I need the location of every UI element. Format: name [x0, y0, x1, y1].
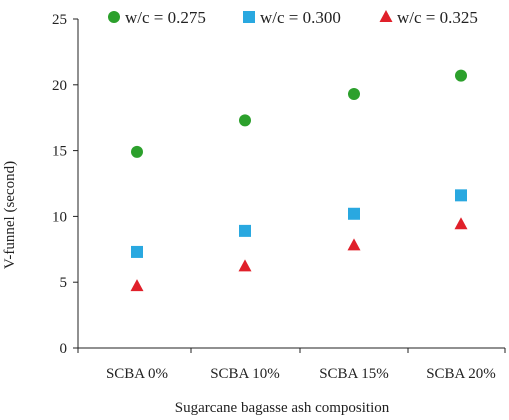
- data-point-square: [131, 245, 143, 258]
- data-point-square: [455, 189, 467, 202]
- axes: [77, 19, 505, 349]
- x-tick-label: SCBA 10%: [210, 366, 280, 382]
- x-tick-label: SCBA 20%: [426, 366, 496, 382]
- data-point-circle: [348, 88, 360, 101]
- data-point-square: [348, 207, 360, 220]
- data-point-square: [239, 224, 251, 237]
- x-tick-label: SCBA 0%: [106, 366, 168, 382]
- y-tick-label: 20: [52, 78, 67, 94]
- legend-label: w/c = 0.300: [260, 8, 341, 27]
- legend-marker-square: [243, 11, 255, 23]
- data-point-triangle: [130, 279, 144, 292]
- data-points: [130, 69, 468, 292]
- y-ticks: 0 5 10 15 20 25: [52, 12, 78, 357]
- y-axis-title: V-funnel (second): [2, 161, 18, 269]
- y-tick-label: 5: [60, 275, 68, 291]
- y-tick-label: 15: [52, 144, 67, 160]
- y-tick-label: 10: [52, 209, 67, 225]
- legend-label: w/c = 0.275: [125, 8, 206, 27]
- data-point-triangle: [238, 259, 252, 272]
- data-point-triangle: [454, 217, 468, 230]
- legend: w/c = 0.275 w/c = 0.300 w/c = 0.325: [108, 8, 478, 27]
- y-tick-label: 0: [60, 341, 68, 357]
- x-tick-label: SCBA 15%: [319, 366, 389, 382]
- data-point-circle: [455, 69, 467, 82]
- legend-marker-triangle: [379, 10, 393, 22]
- legend-label: w/c = 0.325: [397, 8, 478, 27]
- data-point-circle: [239, 114, 251, 127]
- x-axis-title: Sugarcane bagasse ash composition: [175, 400, 390, 416]
- data-point-triangle: [347, 238, 361, 251]
- x-ticks: SCBA 0% SCBA 10% SCBA 15% SCBA 20%: [77, 348, 506, 382]
- y-tick-label: 25: [52, 12, 67, 28]
- data-point-circle: [131, 145, 143, 158]
- legend-marker-circle: [108, 11, 120, 23]
